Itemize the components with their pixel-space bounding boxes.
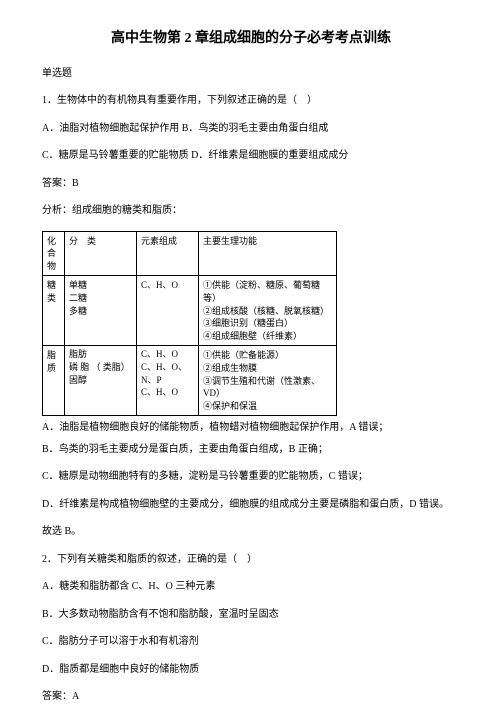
table-row: 糖类 单糖 二糖 多糖 C、H、O ①供能（淀粉、糖原、葡萄糖等） ②组成核酸（… bbox=[43, 276, 337, 346]
q2-option-d: D．脂质都是细胞中良好的储能物质 bbox=[42, 662, 460, 678]
q1-option-ab: A．油脂对植物细胞起保护作用 B．鸟类的羽毛主要由角蛋白组成 bbox=[42, 121, 460, 137]
q2-option-b: B．大多数动物脂肪含有不饱和脂肪酸，室温时呈固态 bbox=[42, 607, 460, 623]
q2-answer: 答案：A bbox=[42, 689, 460, 705]
q2-option-c: C．脂肪分子可以溶于水和有机溶剂 bbox=[42, 634, 460, 650]
th-compound: 化合物 bbox=[43, 231, 65, 276]
th-function: 主要生理功能 bbox=[199, 231, 337, 276]
explain-d: D．纤维素是构成植物细胞壁的主要成分，细胞膜的组成成分主要是磷脂和蛋白质，D 错… bbox=[42, 497, 460, 513]
q2-stem: 2．下列有关糖类和脂质的叙述，正确的是（ ） bbox=[42, 552, 460, 568]
cell-sugar-func: ①供能（淀粉、糖原、葡萄糖等） ②组成核酸（核糖、脱氧核糖） ③细胞识别（糖蛋白… bbox=[199, 276, 337, 346]
hence: 故选 B。 bbox=[42, 524, 460, 540]
q2-option-a: A．糖类和脂肪都含 C、H、O 三种元素 bbox=[42, 579, 460, 595]
lipid-type-b: 磷 脂 （ 类脂） bbox=[69, 362, 130, 372]
explain-c: C．糖原是动物细胞特有的多糖，淀粉是马铃薯重要的贮能物质，C 错误； bbox=[42, 469, 460, 485]
cell-sugar: 糖类 bbox=[43, 276, 65, 346]
q1-answer: 答案：B bbox=[42, 176, 460, 192]
cell-lipid-elem: C、H、O C、H、O、N、P C、H、O bbox=[137, 346, 199, 416]
explain-a: A．油脂是植物细胞良好的储能物质，植物蜡对植物细胞起保护作用，A 错误； bbox=[42, 420, 460, 436]
table-row: 脂质 脂肪 磷 脂 （ 类脂） 固醇 C、H、O C、H、O、N、P C、H、O… bbox=[43, 346, 337, 416]
compound-table: 化合物 分 类 元素组成 主要生理功能 糖类 单糖 二糖 多糖 C、H、O ①供… bbox=[42, 231, 337, 417]
explain-b: B．鸟类的羽毛主要成分是蛋白质，主要由角蛋白组成，B 正确； bbox=[42, 442, 460, 458]
cell-sugar-elem: C、H、O bbox=[137, 276, 199, 346]
lipid-elem-b: C、H、O、N、P bbox=[141, 362, 187, 385]
cell-lipid: 脂质 bbox=[43, 346, 65, 416]
page-title: 高中生物第 2 章组成细胞的分子必考考点训练 bbox=[42, 28, 460, 50]
table-header-row: 化合物 分 类 元素组成 主要生理功能 bbox=[43, 231, 337, 276]
lipid-elem-c: C、H、O bbox=[141, 387, 178, 397]
section-heading: 单选题 bbox=[42, 66, 460, 82]
th-elements: 元素组成 bbox=[137, 231, 199, 276]
cell-lipid-types: 脂肪 磷 脂 （ 类脂） 固醇 bbox=[65, 346, 137, 416]
q1-analysis-label: 分析：组成细胞的糖类和脂质： bbox=[42, 203, 460, 219]
lipid-type-a: 脂肪 bbox=[69, 349, 87, 359]
lipid-elem-a: C、H、O bbox=[141, 349, 178, 359]
cell-sugar-types: 单糖 二糖 多糖 bbox=[65, 276, 137, 346]
th-category: 分 类 bbox=[65, 231, 137, 276]
cell-lipid-func: ①供能（贮备能源） ②组成生物膜 ③调节生殖和代谢（性激素、VD） ④保护和保温 bbox=[199, 346, 337, 416]
lipid-type-c: 固醇 bbox=[69, 375, 87, 385]
q1-stem: 1．生物体中的有机物具有重要作用，下列叙述正确的是（ ） bbox=[42, 93, 460, 109]
q1-option-cd: C．糖原是马铃薯重要的贮能物质 D．纤维素是细胞膜的重要组成成分 bbox=[42, 148, 460, 164]
